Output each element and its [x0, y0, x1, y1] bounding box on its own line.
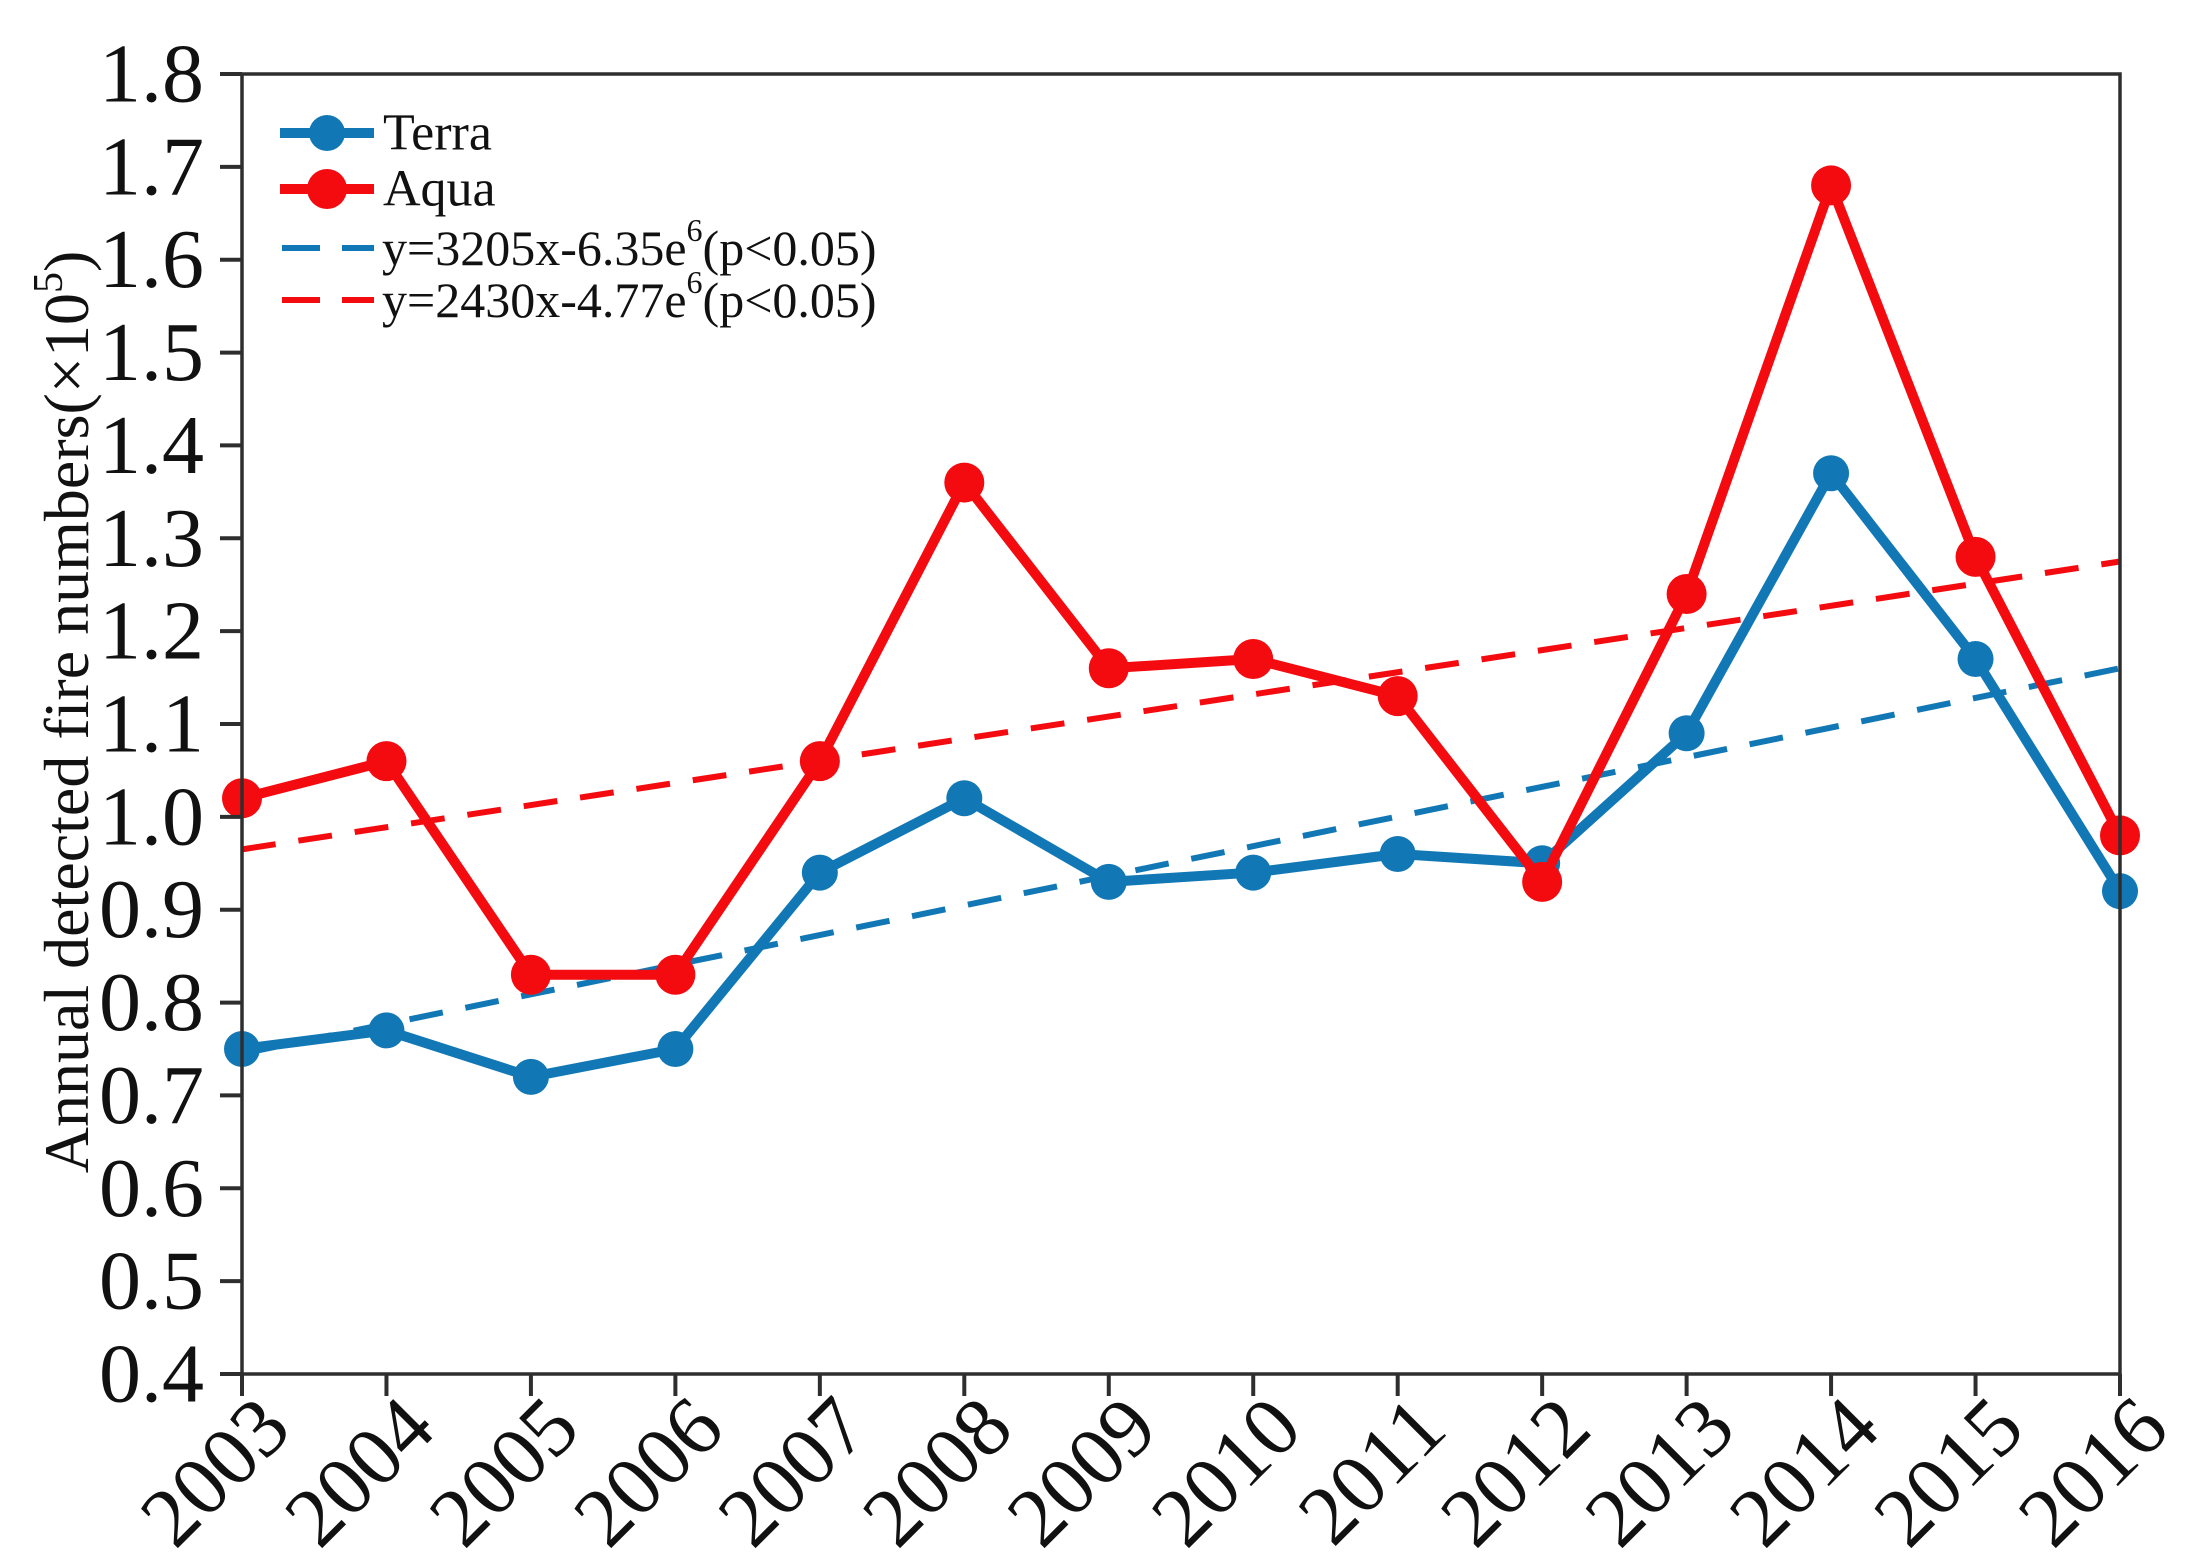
terra-legend-marker-icon — [309, 115, 345, 151]
aqua-point — [1088, 648, 1129, 689]
aqua-point — [366, 741, 407, 782]
x-tick-label: 2005 — [412, 1380, 597, 1565]
x-tick-label: 2014 — [1712, 1380, 1897, 1565]
x-tick-label: 2009 — [990, 1380, 1175, 1565]
aqua-trend-equation: y=2430x-4.77e6(p<0.05) — [382, 264, 877, 328]
terra-point — [1235, 854, 1272, 891]
trend-lines — [241, 558, 2121, 1057]
y-tick-label: 0.4 — [99, 1328, 204, 1421]
y-tick-label: 0.8 — [99, 956, 204, 1049]
y-axis-ticks: 0.40.50.60.70.80.91.01.11.21.31.41.51.61… — [99, 28, 242, 1421]
terra-point — [946, 780, 983, 817]
y-tick-label: 1.8 — [99, 28, 204, 121]
terra-trend-equation: y=3205x-6.35e6(p<0.05) — [382, 212, 877, 276]
y-tick-label: 1.1 — [99, 678, 204, 771]
aqua-point — [1811, 165, 1852, 206]
x-tick-label: 2016 — [2001, 1380, 2186, 1565]
x-tick-label: 2004 — [267, 1380, 452, 1565]
aqua-point — [799, 741, 840, 782]
terra-point — [1668, 715, 1705, 752]
aqua-point — [1522, 861, 1563, 902]
aqua-point — [1955, 536, 1996, 577]
terra-point — [657, 1031, 694, 1067]
y-tick-label: 0.5 — [99, 1235, 204, 1328]
terra-point — [368, 1012, 405, 1049]
y-tick-label: 1.0 — [99, 770, 204, 863]
terra-point — [1813, 455, 1850, 492]
aqua-point — [510, 954, 551, 995]
terra-point — [1379, 836, 1416, 872]
y-tick-label: 1.4 — [99, 399, 204, 492]
terra-point — [801, 854, 838, 891]
aqua-trend-line — [241, 558, 2121, 853]
terra-trend-line — [241, 665, 2121, 1057]
terra-legend-label: Terra — [383, 105, 492, 162]
aqua-point — [655, 954, 696, 995]
x-tick-label: 2007 — [701, 1380, 886, 1565]
legend: Terra Aqua y=3205x-6.35e6(p<0.05) y=2430… — [280, 105, 877, 328]
terra-point — [1090, 863, 1127, 900]
aqua-point — [1233, 639, 1274, 679]
x-tick-label: 2012 — [1423, 1380, 1608, 1565]
y-tick-label: 1.2 — [99, 585, 204, 678]
y-tick-label: 1.3 — [99, 492, 204, 585]
y-tick-label: 0.6 — [99, 1142, 204, 1235]
aqua-legend-marker-icon — [307, 169, 347, 209]
y-axis-title: Annual detected fire numbers(×105) — [26, 251, 102, 1174]
x-tick-label: 2015 — [1856, 1380, 2041, 1565]
x-tick-label: 2010 — [1134, 1380, 1319, 1565]
y-tick-label: 1.6 — [99, 213, 204, 306]
terra-point — [512, 1058, 549, 1095]
terra-point — [1957, 641, 1994, 677]
y-tick-label: 1.7 — [99, 120, 204, 213]
y-tick-label: 0.9 — [99, 863, 204, 956]
aqua-point — [1666, 574, 1707, 614]
y-tick-label: 0.7 — [99, 1049, 204, 1142]
aqua-series-line — [237, 180, 2125, 980]
data-series — [222, 165, 2140, 1095]
x-axis-ticks: 2003200420052006200720082009201020112012… — [123, 1374, 2186, 1565]
terra-series-line — [237, 468, 2125, 1082]
y-tick-label: 1.5 — [99, 306, 204, 399]
aqua-legend-label: Aqua — [383, 161, 496, 218]
aqua-point — [1377, 676, 1418, 717]
x-tick-label: 2013 — [1567, 1380, 1752, 1565]
aqua-point — [944, 462, 985, 503]
x-tick-label: 2008 — [845, 1380, 1030, 1565]
x-tick-label: 2011 — [1281, 1380, 1463, 1562]
x-tick-label: 2006 — [556, 1380, 741, 1565]
